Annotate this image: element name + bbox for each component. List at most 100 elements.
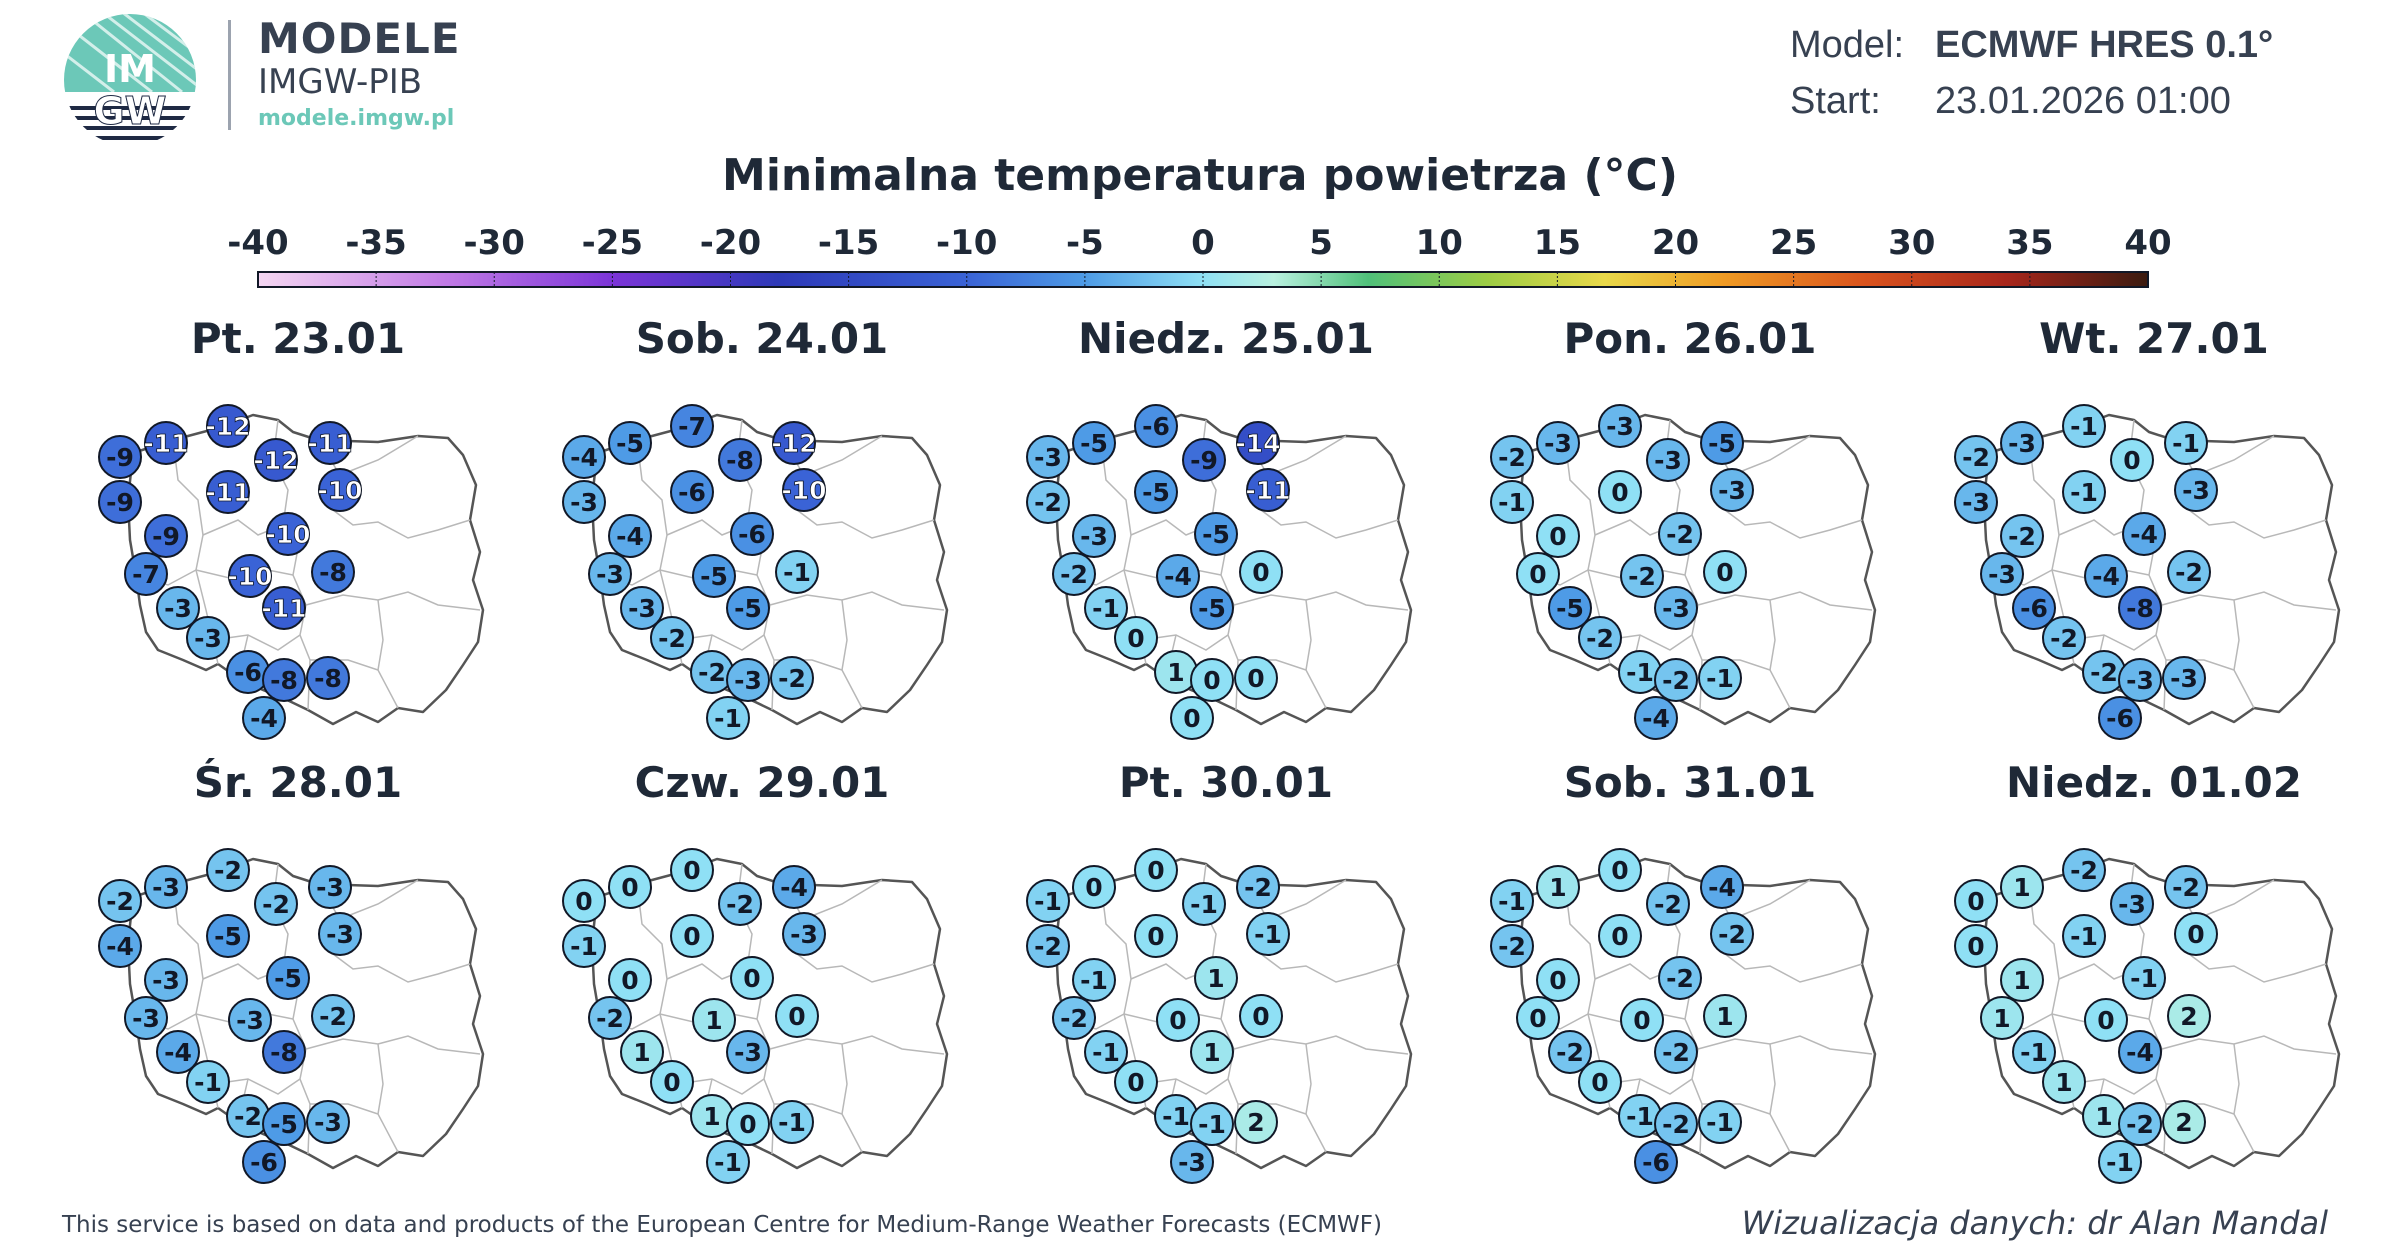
region-border bbox=[2068, 634, 2157, 651]
temperature-value: -2 bbox=[1498, 443, 1526, 472]
temperature-dot bbox=[228, 998, 272, 1042]
temperature-value: -6 bbox=[1142, 412, 1170, 441]
temperature-marker: -4 bbox=[242, 696, 286, 740]
temperature-dot bbox=[775, 550, 819, 594]
temperature-dot bbox=[311, 994, 355, 1038]
forecast-panel: Niedz. 01.02 0 1 -2 -3 -2 0 -1 0 1 -1 1 0 2 -1 -4 1 1 -2 2-… bbox=[1924, 758, 2384, 1198]
region-border bbox=[1140, 634, 1229, 651]
temperature-dot bbox=[2000, 514, 2044, 558]
temperature-dot bbox=[311, 550, 355, 594]
temperature-value: -11 bbox=[261, 594, 306, 623]
temperature-value: 2 bbox=[2175, 1108, 2192, 1137]
temperature-marker: 1 bbox=[1536, 865, 1580, 909]
temperature-value: -3 bbox=[1718, 476, 1746, 505]
temperature-dot bbox=[650, 1060, 694, 1104]
temperature-marker: -3 bbox=[562, 480, 606, 524]
temperature-dot bbox=[1578, 1060, 1622, 1104]
temperature-dot bbox=[262, 658, 306, 702]
panel-date: Pon. 26.01 bbox=[1563, 314, 1817, 363]
temperature-dot bbox=[650, 616, 694, 660]
temperature-marker: -3 bbox=[186, 616, 230, 660]
temperature-marker: -1 bbox=[1698, 656, 1742, 700]
temperature-dot bbox=[1710, 468, 1754, 512]
temperature-dot bbox=[1026, 480, 1070, 524]
temperature-value: -2 bbox=[658, 624, 686, 653]
temperature-marker: 2 bbox=[2167, 994, 2211, 1038]
temperature-dot bbox=[772, 865, 816, 909]
temperature-dot bbox=[1134, 914, 1178, 958]
poland-map: -2 -3-2-2-3-4 -5 -3-3 -5-3 -3 -2-4 -8-1-2 -5 -3-6 bbox=[98, 848, 485, 1184]
temperature-dot bbox=[670, 914, 714, 958]
region-border bbox=[841, 599, 848, 671]
temperature-value: -14 bbox=[1235, 429, 1280, 458]
temperature-marker: -6 bbox=[242, 1140, 286, 1184]
temperature-dot bbox=[1084, 1030, 1128, 1074]
temperature-value: -3 bbox=[2118, 890, 2146, 919]
temperature-value: -2 bbox=[319, 1002, 347, 1031]
temperature-value: -1 bbox=[1092, 594, 1120, 623]
region-border bbox=[1267, 879, 1347, 920]
temperature-value: -3 bbox=[152, 873, 180, 902]
temperature-dot bbox=[1954, 480, 1998, 524]
poland-map: -3 -5-6-9-14-2 -5 -11-3 -5-2 -4 0-1 -501 0 00 bbox=[1026, 404, 1413, 740]
temperature-dot bbox=[562, 879, 606, 923]
temperature-marker: -2 bbox=[2164, 865, 2208, 909]
panel-date: Niedz. 01.02 bbox=[2006, 758, 2302, 807]
temperature-value: -1 bbox=[1080, 966, 1108, 995]
logo-text-top: IM bbox=[104, 47, 156, 91]
temperature-dot bbox=[1239, 550, 1283, 594]
temperature-value: -1 bbox=[1626, 1102, 1654, 1131]
region-border bbox=[1604, 634, 1693, 651]
temperature-dot bbox=[1246, 912, 1290, 956]
temperature-marker: 0 bbox=[1578, 1060, 1622, 1104]
temperature-value: 0 bbox=[1252, 1002, 1269, 1031]
forecast-panel: Czw. 29.01 0 0 0 -2 -4 -1 0 -3 0 0 -2 1 0 1 -3 0 1 0 -1 -1 bbox=[532, 758, 992, 1198]
temperature-marker: 1 bbox=[1154, 650, 1198, 694]
temperature-marker: -2 bbox=[770, 656, 814, 700]
model-label: Model: bbox=[1790, 24, 1905, 66]
temperature-dot bbox=[1620, 998, 1664, 1042]
temperature-marker: -9 bbox=[1182, 438, 1226, 482]
temperature-value: -3 bbox=[1080, 522, 1108, 551]
temperature-marker: -5 bbox=[266, 956, 310, 1000]
temperature-value: -6 bbox=[738, 520, 766, 549]
temperature-dot bbox=[2110, 882, 2154, 926]
model-value: ECMWF HRES 0.1° bbox=[1935, 24, 2274, 66]
temperature-marker: -1 bbox=[1154, 1094, 1198, 1138]
temperature-dot bbox=[2062, 404, 2106, 448]
temperature-marker: -1 bbox=[775, 550, 819, 594]
temperature-marker: -2 bbox=[690, 650, 734, 694]
temperature-value: -2 bbox=[2175, 558, 2203, 587]
temperature-value: -6 bbox=[250, 1148, 278, 1177]
temperature-value: -4 bbox=[2126, 1038, 2154, 1067]
temperature-dot bbox=[1490, 435, 1534, 479]
temperature-dot bbox=[2122, 512, 2166, 556]
temperature-marker: -4 bbox=[772, 865, 816, 909]
temperature-dot bbox=[186, 1060, 230, 1104]
temperature-value: -3 bbox=[164, 594, 192, 623]
region-border bbox=[676, 1078, 765, 1095]
temperature-value: -3 bbox=[1662, 594, 1690, 623]
temperature-value: 0 bbox=[1611, 922, 1628, 951]
temperature-value: 1 bbox=[633, 1038, 650, 1067]
temperature-dot bbox=[1236, 865, 1280, 909]
brand-url[interactable]: modele.imgw.pl bbox=[258, 106, 455, 131]
temperature-marker: -5 bbox=[262, 1102, 306, 1146]
temperature-dot bbox=[266, 956, 310, 1000]
temperature-marker: -2 bbox=[206, 848, 250, 892]
temperature-dot bbox=[1156, 998, 1200, 1042]
temperature-marker: -9 bbox=[144, 514, 188, 558]
temperature-value: -1 bbox=[2070, 478, 2098, 507]
temperature-marker: 0 bbox=[1954, 924, 1998, 968]
temperature-dot bbox=[242, 696, 286, 740]
temperature-dot bbox=[98, 435, 142, 479]
temperature-dot bbox=[262, 586, 306, 630]
temperature-marker: 0 bbox=[730, 956, 774, 1000]
temperature-dot bbox=[2167, 994, 2211, 1038]
temperature-marker: -1 bbox=[2164, 421, 2208, 465]
temperature-dot bbox=[770, 656, 814, 700]
temperature-value: -4 bbox=[1708, 873, 1736, 902]
temperature-dot bbox=[608, 865, 652, 909]
temperature-marker: 0 bbox=[1134, 848, 1178, 892]
temperature-value: -1 bbox=[1706, 664, 1734, 693]
